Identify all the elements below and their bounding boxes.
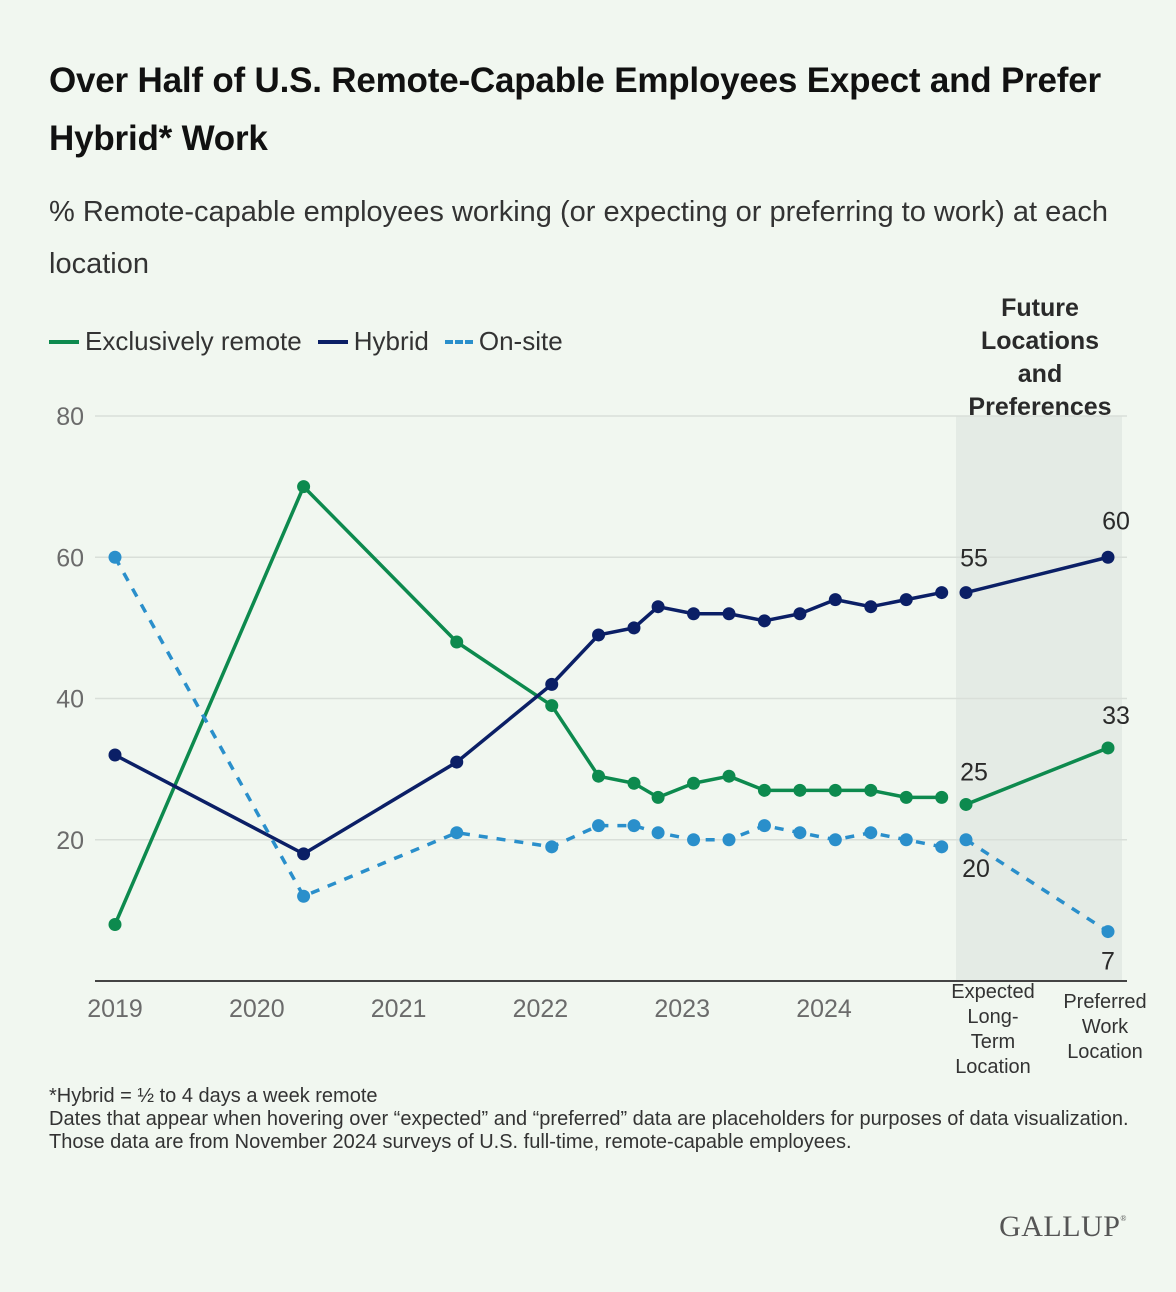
data-point-exclusively-remote[interactable] xyxy=(687,776,701,790)
data-point-exclusively-remote[interactable] xyxy=(722,769,736,783)
data-point-exclusively-remote[interactable] xyxy=(108,918,122,931)
future-point-on-site[interactable] xyxy=(959,833,973,847)
data-point-on-site[interactable] xyxy=(545,840,559,854)
data-point-on-site[interactable] xyxy=(627,819,641,833)
data-point-on-site[interactable] xyxy=(864,826,878,840)
future-category-label: Preferred Work Location xyxy=(1063,991,1146,1063)
data-label-exclusively-remote: 33 xyxy=(1102,702,1130,730)
data-point-hybrid[interactable] xyxy=(297,847,311,861)
x-tick-label: 2024 xyxy=(796,995,852,1023)
data-point-exclusively-remote[interactable] xyxy=(297,480,311,494)
future-category-line: Location xyxy=(955,1056,1031,1078)
footnote: *Hybrid = ½ to 4 days a week remote Date… xyxy=(49,1085,1129,1154)
data-point-exclusively-remote[interactable] xyxy=(828,783,842,797)
data-point-exclusively-remote[interactable] xyxy=(450,635,464,649)
data-label-on-site: 20 xyxy=(962,855,990,883)
data-point-hybrid[interactable] xyxy=(592,628,606,642)
data-point-hybrid[interactable] xyxy=(651,600,665,614)
future-point-hybrid[interactable] xyxy=(959,586,973,600)
legend-item-onsite[interactable]: On-site xyxy=(444,326,563,357)
future-point-exclusively-remote[interactable] xyxy=(1101,741,1115,755)
legend: Exclusively remote Hybrid On-site xyxy=(49,326,579,357)
data-point-hybrid[interactable] xyxy=(722,607,736,621)
data-point-hybrid[interactable] xyxy=(757,614,771,628)
data-point-on-site[interactable] xyxy=(899,833,913,847)
legend-swatch-onsite xyxy=(444,339,473,344)
data-point-on-site[interactable] xyxy=(450,826,464,840)
x-tick-label: 2022 xyxy=(513,995,569,1023)
data-point-hybrid[interactable] xyxy=(545,677,559,691)
data-point-exclusively-remote[interactable] xyxy=(793,783,807,797)
footnote-hybrid-definition: *Hybrid = ½ to 4 days a week remote xyxy=(49,1085,378,1107)
data-point-on-site[interactable] xyxy=(935,840,949,854)
data-point-hybrid[interactable] xyxy=(687,607,701,621)
data-label-exclusively-remote: 25 xyxy=(960,758,988,786)
legend-swatch-hybrid xyxy=(317,339,348,344)
legend-swatch-remote xyxy=(49,339,79,344)
data-point-hybrid[interactable] xyxy=(627,621,641,635)
x-tick-label: 2021 xyxy=(371,995,427,1023)
future-category-line: Expected xyxy=(951,981,1034,1003)
data-point-hybrid[interactable] xyxy=(899,593,913,607)
data-point-exclusively-remote[interactable] xyxy=(592,769,606,783)
series-line-hybrid xyxy=(114,590,943,856)
data-point-hybrid[interactable] xyxy=(935,586,949,600)
gallup-logo: GALLUP® xyxy=(999,1210,1127,1244)
legend-label-hybrid: Hybrid xyxy=(353,326,429,356)
y-tick-label: 60 xyxy=(56,544,84,572)
legend-item-hybrid[interactable]: Hybrid xyxy=(317,326,429,357)
chart-title: Over Half of U.S. Remote-Capable Employe… xyxy=(49,61,1101,158)
x-tick-label: 2019 xyxy=(87,995,143,1023)
y-tick-label: 20 xyxy=(56,827,84,855)
y-tick-label: 80 xyxy=(56,403,84,431)
data-point-exclusively-remote[interactable] xyxy=(864,783,878,797)
x-tick-label: 2023 xyxy=(654,995,710,1023)
data-point-on-site[interactable] xyxy=(687,833,701,847)
legend-label-remote: Exclusively remote xyxy=(85,326,302,356)
x-tick-label: 2020 xyxy=(229,995,285,1023)
future-category-line: Term xyxy=(971,1031,1015,1053)
chart-subtitle: % Remote-capable employees working (or e… xyxy=(49,196,1108,280)
future-category-label: Expected Long- Term Location xyxy=(951,981,1034,1078)
data-point-hybrid[interactable] xyxy=(450,755,464,769)
future-category-line: Preferred xyxy=(1063,991,1146,1013)
future-section-title: Future Locations and Preferences xyxy=(968,294,1112,421)
future-point-exclusively-remote[interactable] xyxy=(959,797,973,811)
data-point-exclusively-remote[interactable] xyxy=(935,790,949,804)
data-point-exclusively-remote[interactable] xyxy=(757,783,771,797)
data-point-on-site[interactable] xyxy=(722,833,736,847)
data-point-hybrid[interactable] xyxy=(793,607,807,621)
legend-label-onsite: On-site xyxy=(478,326,563,356)
data-point-on-site[interactable] xyxy=(592,819,606,833)
future-category-line: Work xyxy=(1082,1016,1129,1038)
data-point-on-site[interactable] xyxy=(108,550,122,564)
data-point-exclusively-remote[interactable] xyxy=(651,790,665,804)
series-future-line-exclusively-remote xyxy=(965,746,1109,807)
data-point-on-site[interactable] xyxy=(651,826,665,840)
future-point-on-site[interactable] xyxy=(1101,925,1115,939)
future-category-line: Location xyxy=(1067,1041,1143,1063)
series-future-line-hybrid xyxy=(965,555,1109,595)
data-label-hybrid: 60 xyxy=(1102,507,1130,535)
data-label-on-site: 7 xyxy=(1101,948,1115,976)
footnote-dates-note: Dates that appear when hovering over “ex… xyxy=(49,1108,1129,1153)
data-point-on-site[interactable] xyxy=(793,826,807,840)
data-point-exclusively-remote[interactable] xyxy=(899,790,913,804)
data-point-exclusively-remote[interactable] xyxy=(627,776,641,790)
data-point-exclusively-remote[interactable] xyxy=(545,699,559,713)
data-point-hybrid[interactable] xyxy=(864,600,878,614)
data-point-hybrid[interactable] xyxy=(828,593,842,607)
legend-item-remote[interactable]: Exclusively remote xyxy=(49,326,302,357)
data-point-on-site[interactable] xyxy=(828,833,842,847)
future-point-hybrid[interactable] xyxy=(1101,550,1115,564)
future-category-line: Long- xyxy=(967,1006,1018,1028)
data-point-on-site[interactable] xyxy=(757,819,771,833)
logo-text: GALLUP xyxy=(999,1210,1121,1243)
data-point-hybrid[interactable] xyxy=(108,748,122,762)
registered-mark: ® xyxy=(1120,1214,1127,1223)
data-point-on-site[interactable] xyxy=(297,889,311,903)
y-tick-label: 40 xyxy=(56,686,84,714)
data-label-hybrid: 55 xyxy=(960,545,988,573)
